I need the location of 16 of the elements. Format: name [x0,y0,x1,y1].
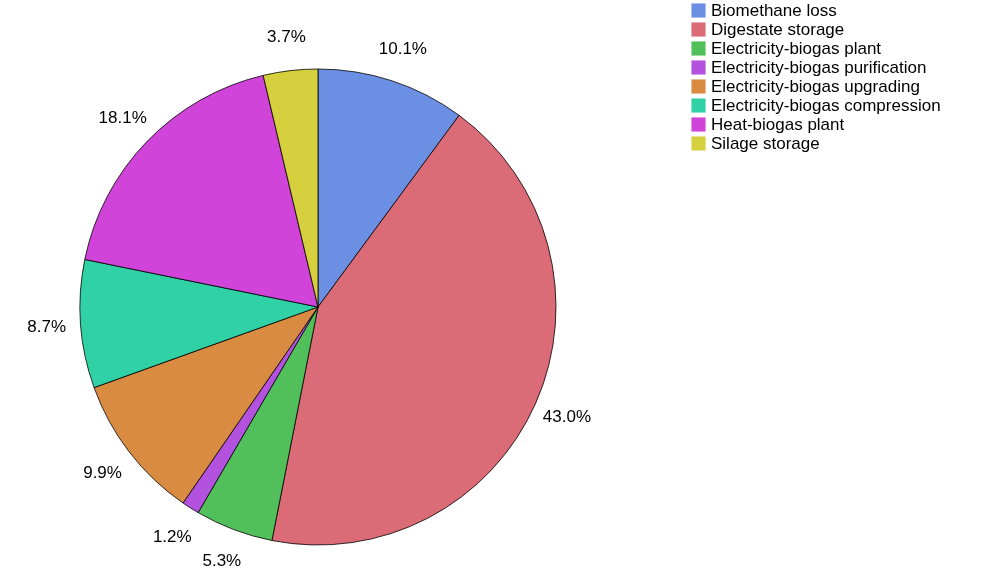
data-label: 10.1% [378,38,427,58]
legend-label: Electricity-biogas plant [711,38,882,58]
data-label: 1.2% [152,526,192,546]
legend-label: Electricity-biogas compression [711,95,941,115]
data-label: 3.7% [267,26,306,46]
legend-label: Electricity-biogas upgrading [711,76,920,96]
data-label: 5.3% [202,551,242,570]
legend-label: Electricity-biogas purification [711,57,927,77]
legend-label: Biomethane loss [711,0,837,20]
data-label: 8.7% [27,316,67,336]
data-label: 9.9% [83,463,122,483]
legend-label: Silage storage [711,133,820,153]
data-label: 43.0% [542,406,592,426]
data-label: 18.1% [98,107,147,127]
legend-label: Digestate storage [711,19,845,39]
legend-label: Heat-biogas plant [711,114,845,134]
